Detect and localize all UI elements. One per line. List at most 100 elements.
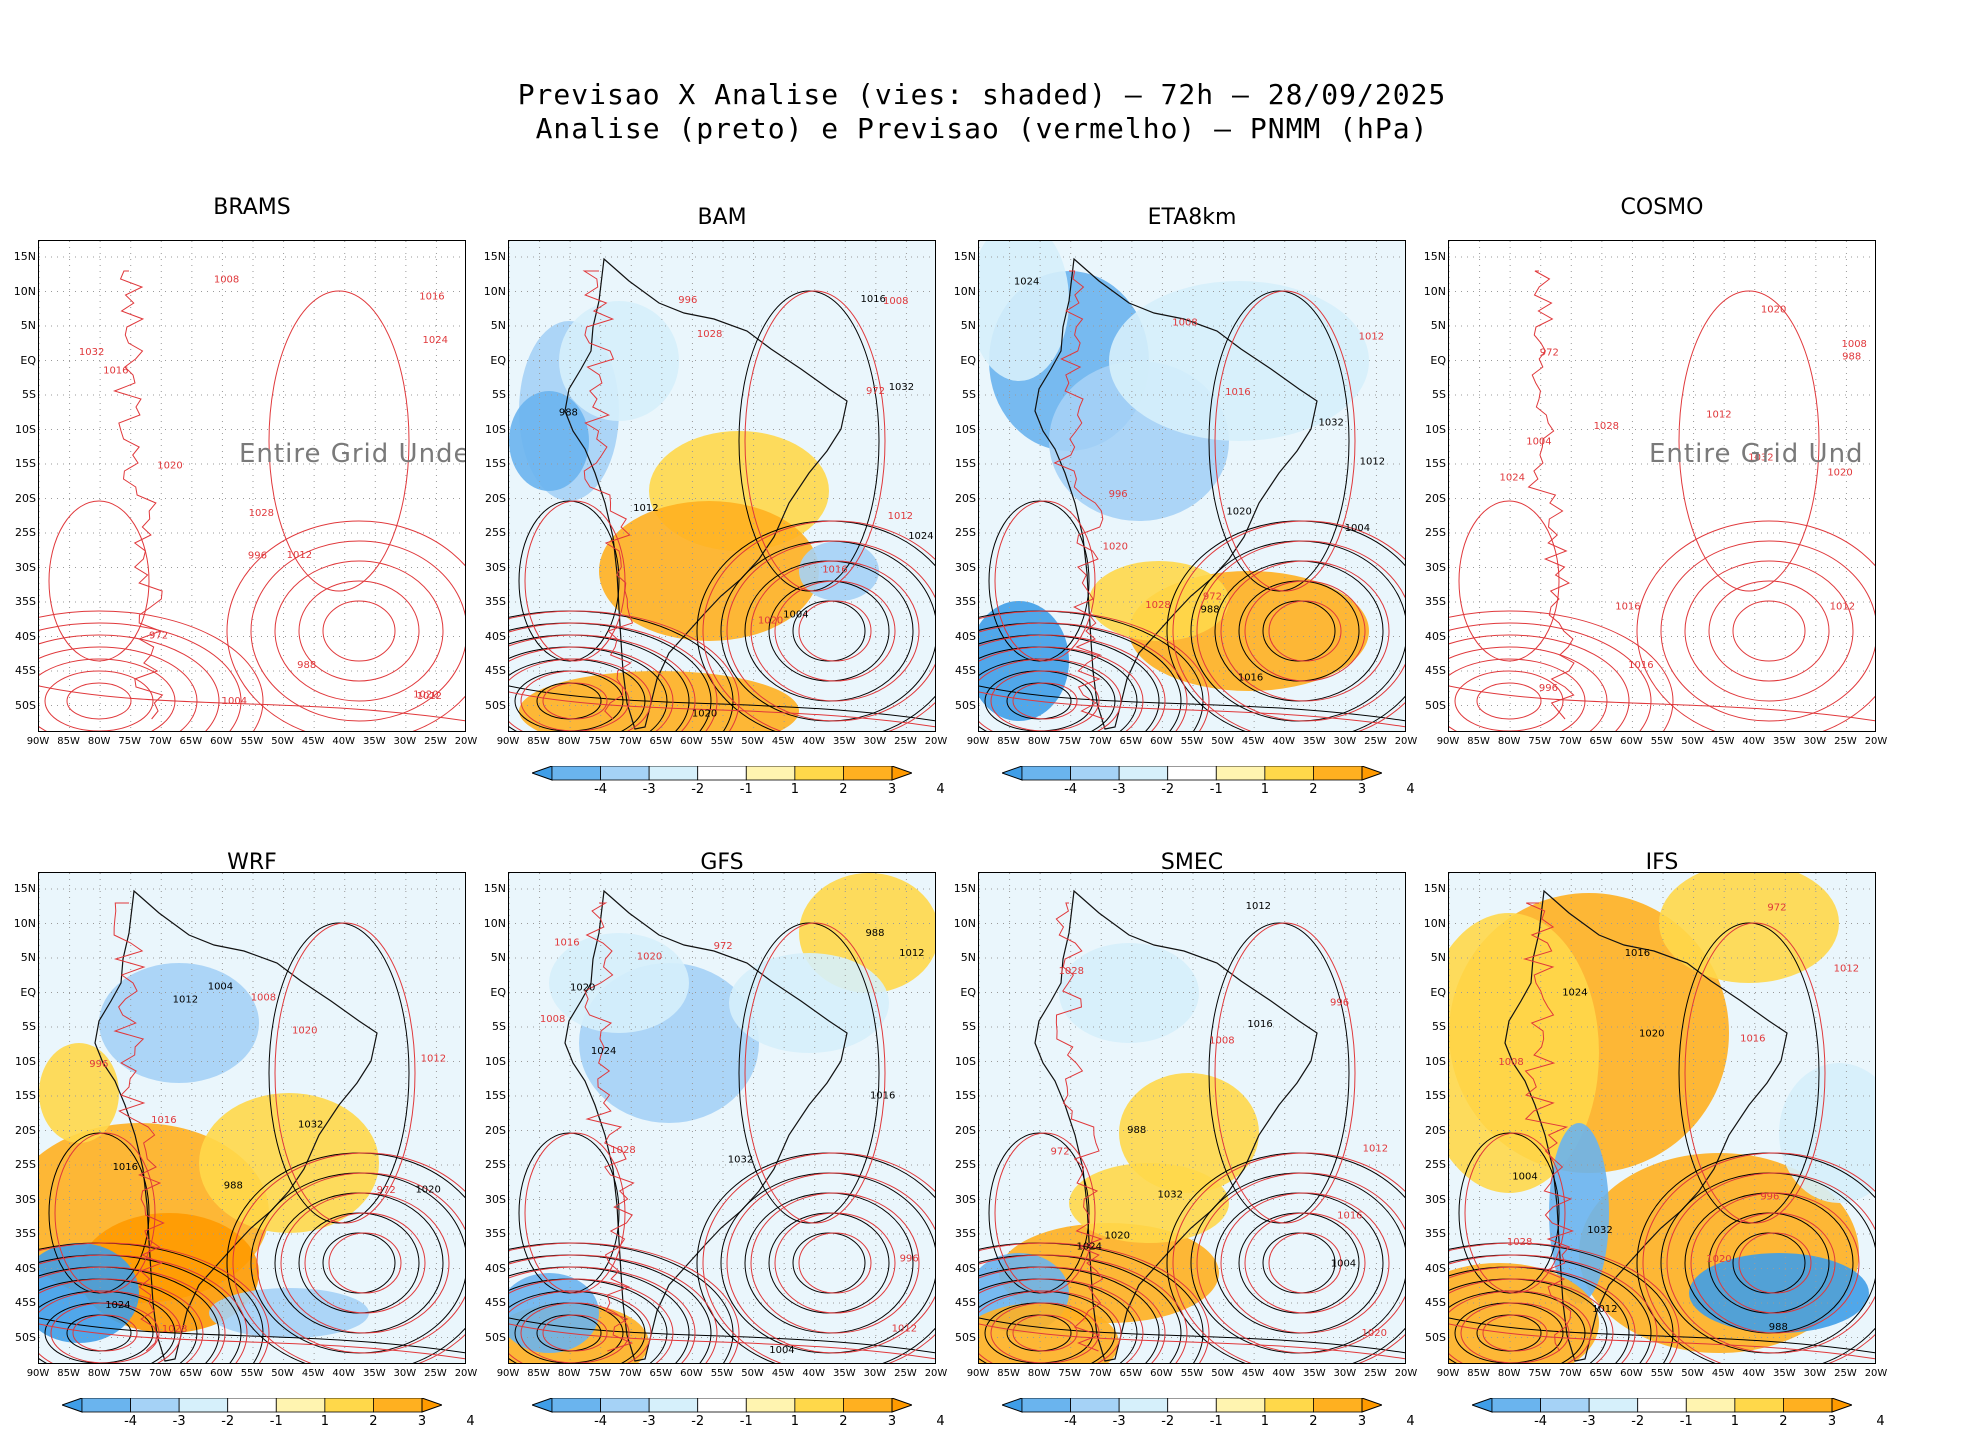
lat-label: 10S [1425, 1054, 1446, 1068]
isobar-label: 1020 [292, 1026, 317, 1037]
colorbar-label: -2 [221, 1414, 235, 1429]
colorbar-swatch [1167, 766, 1217, 781]
map-svg-gfs: 1012 1016 1020 1024 1028 1032 1008 1004 996 988 97… [509, 873, 935, 1363]
colorbar-swatch [1070, 766, 1120, 781]
lon-label: 80W [87, 1368, 111, 1379]
isobar-label: 1020 [637, 952, 662, 963]
isobar-label: 1020 [1226, 506, 1251, 517]
lon-label: 30W [1333, 1368, 1357, 1379]
isobar-label: 1024 [908, 531, 933, 542]
lon-label: 20W [1864, 736, 1888, 747]
lat-label: 15N [13, 882, 36, 895]
lon-label: 85W [1467, 1368, 1490, 1379]
lon-label: 40W [332, 736, 356, 747]
lon-label: 25W [1834, 1368, 1857, 1379]
isobar-label: 996 [678, 295, 697, 306]
lon-label: 90W [26, 736, 50, 747]
lon-label: 35W [1772, 736, 1796, 747]
colorbar-label: -4 [1534, 1414, 1548, 1429]
panel-title-ifs: IFS [1645, 850, 1679, 875]
isobar-label: 1012 [1706, 410, 1731, 421]
colorbar-label: 2 [1309, 782, 1318, 797]
isobar-label: 996 [89, 1059, 108, 1070]
lon-label: 30W [1803, 1368, 1827, 1379]
isobar-label: 1016 [113, 1162, 138, 1173]
isobar-label: 1032 [1748, 452, 1773, 463]
lon-label: 85W [997, 736, 1020, 747]
lon-label: 25W [894, 736, 917, 747]
lat-label: 45S [955, 664, 976, 677]
colorbar-swatch [1070, 1398, 1120, 1413]
isobar-label: 972 [714, 941, 733, 952]
lat-label: 5N [960, 951, 976, 964]
lon-label: 80W [1027, 736, 1051, 747]
lon-label: 45W [301, 1368, 325, 1379]
isobar-label: 1004 [1345, 523, 1370, 534]
colorbar-eta8km [1002, 766, 1382, 781]
isobar-label: 1016 [1628, 660, 1653, 671]
isobar-label: 1012 [417, 691, 442, 702]
isobar-label: 1032 [79, 347, 104, 358]
lat-label: 50S [485, 698, 506, 712]
coastline [1034, 257, 1318, 730]
colorbar-label: 4 [1876, 1414, 1885, 1429]
isobar-label: 1032 [1318, 417, 1343, 428]
lat-label: 35S [15, 595, 36, 608]
isobar-label: 1012 [888, 511, 913, 522]
isobar-label: 1028 [1059, 966, 1084, 977]
lat-label: 30S [485, 1192, 506, 1206]
colorbar-label: -2 [1631, 1414, 1645, 1429]
lat-label: 10N [1423, 916, 1446, 930]
lon-label: 35W [362, 1368, 386, 1379]
isobar-label: 1016 [1625, 948, 1650, 959]
lon-label: 50W [1211, 1368, 1234, 1379]
lat-label: 15S [15, 1089, 36, 1102]
lon-label: 30W [393, 736, 417, 747]
lat-label: 5N [20, 319, 36, 332]
colorbar-swatch [1167, 1398, 1217, 1413]
lat-label: 5N [1430, 319, 1446, 332]
lat-label: 25S [485, 1158, 506, 1171]
colorbar-label: -3 [172, 1414, 186, 1429]
isobar-label: 1016 [1238, 673, 1263, 684]
isobar-label: 996 [1539, 683, 1558, 694]
lat-label: 5S [492, 1020, 506, 1033]
colorbar-label: -3 [1112, 782, 1126, 797]
isobar-label: 1008 [214, 275, 239, 286]
isobar-label: 1016 [870, 1091, 895, 1102]
lat-label: EQ [960, 985, 976, 999]
lat-label: 5N [20, 951, 36, 964]
isobar-label: 1032 [889, 382, 914, 393]
lat-label: 45S [485, 1296, 506, 1309]
colorbar-swatch [1540, 1398, 1590, 1413]
lon-label: 30W [1803, 736, 1827, 747]
lon-label: 40W [332, 1368, 356, 1379]
colorbar-label: 1 [1260, 782, 1269, 797]
colorbar-label: -3 [1582, 1414, 1596, 1429]
colorbar-swatch [600, 766, 650, 781]
lat-label: 35S [485, 595, 506, 608]
lon-label: 85W [527, 1368, 550, 1379]
lat-label: 15S [1425, 457, 1446, 470]
lat-label: 10S [485, 1054, 506, 1068]
colorbar-swatch [81, 1398, 131, 1413]
lat-label: 20S [15, 491, 36, 505]
lon-label: 85W [57, 1368, 80, 1379]
colorbar-swatch [648, 1398, 699, 1413]
isobar-label: 1028 [162, 1324, 187, 1335]
lon-label: 55W [1180, 736, 1204, 747]
lon-label: 55W [710, 1368, 734, 1379]
isobar-label: 1004 [769, 1345, 794, 1356]
colorbar-label: 1 [1730, 1414, 1739, 1429]
isobar-label: 1032 [728, 1155, 753, 1166]
isobar-label: 1020 [1706, 1254, 1731, 1265]
lon-label: 25W [1364, 1368, 1387, 1379]
lon-label: 45W [1711, 1368, 1735, 1379]
isobar-label: 996 [248, 551, 267, 562]
isobar-label: 1032 [1157, 1190, 1182, 1201]
lat-label: 45S [1425, 664, 1446, 677]
lat-label: 25S [955, 1158, 976, 1171]
map-svg-smec: 1012101610201024102810321008100499698897… [979, 873, 1405, 1363]
colorbar-label: -4 [1064, 1414, 1078, 1429]
isobar-label: 1024 [1077, 1242, 1102, 1253]
